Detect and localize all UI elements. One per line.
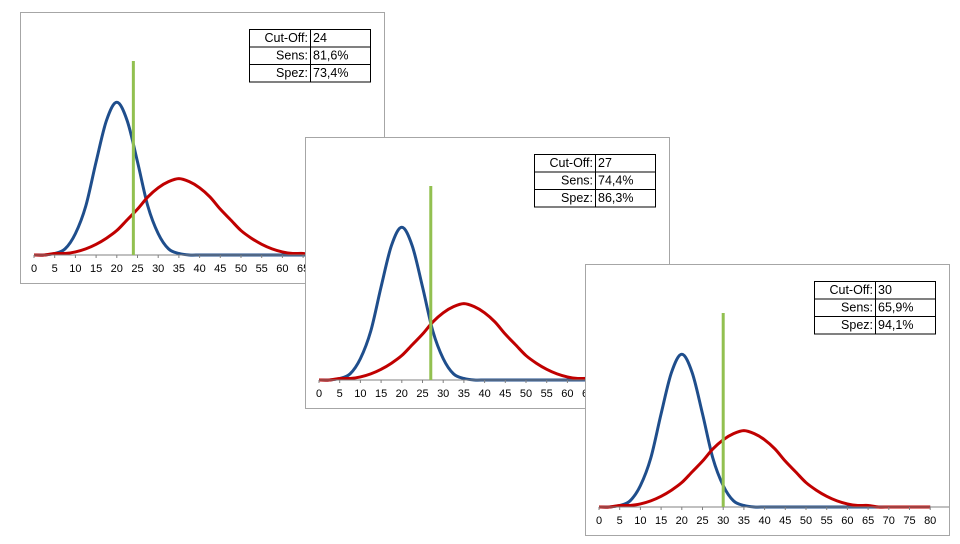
x-tick-label: 0 bbox=[31, 263, 37, 275]
x-tick-label: 25 bbox=[416, 388, 428, 400]
x-tick-label: 35 bbox=[738, 515, 750, 527]
stat-label: Cut-Off: bbox=[829, 283, 873, 297]
stat-label: Sens: bbox=[276, 49, 308, 63]
x-tick-label: 35 bbox=[458, 388, 470, 400]
x-tick-label: 30 bbox=[717, 515, 729, 527]
x-tick-label: 40 bbox=[193, 263, 205, 275]
x-tick-label: 40 bbox=[758, 515, 770, 527]
x-tick-label: 25 bbox=[131, 263, 143, 275]
stat-label: Spez: bbox=[276, 66, 308, 80]
x-tick-label: 0 bbox=[316, 388, 322, 400]
x-tick-label: 70 bbox=[883, 515, 895, 527]
x-tick-label: 5 bbox=[52, 263, 58, 275]
x-tick-label: 20 bbox=[676, 515, 688, 527]
x-tick-label: 0 bbox=[596, 515, 602, 527]
stat-value: 30 bbox=[878, 283, 892, 297]
x-tick-label: 50 bbox=[800, 515, 812, 527]
stat-value: 94,1% bbox=[878, 318, 913, 332]
stat-value: 81,6% bbox=[313, 49, 348, 63]
stat-value: 74,4% bbox=[598, 174, 633, 188]
x-tick-label: 35 bbox=[173, 263, 185, 275]
stat-value: 27 bbox=[598, 156, 612, 170]
stat-value-cell bbox=[595, 189, 656, 208]
stat-label: Spez: bbox=[561, 191, 593, 205]
x-tick-label: 50 bbox=[520, 388, 532, 400]
x-tick-label: 60 bbox=[561, 388, 573, 400]
x-tick-label: 40 bbox=[478, 388, 490, 400]
x-tick-label: 75 bbox=[903, 515, 915, 527]
x-tick-label: 65 bbox=[862, 515, 874, 527]
stat-label: Cut-Off: bbox=[549, 156, 593, 170]
x-tick-label: 45 bbox=[499, 388, 511, 400]
plot-area: 0 5 10 15 20 25 30 35 40 45 50 55 60 65 70 75 80 bbox=[596, 313, 949, 527]
stat-value: 86,3% bbox=[598, 191, 633, 205]
stat-value: 65,9% bbox=[878, 301, 913, 315]
x-tick-label: 45 bbox=[214, 263, 226, 275]
chart-panel: 0 5 10 15 20 25 30 35 40 45 50 55 60 65 70 75 80 Cut-Off:… bbox=[585, 264, 950, 536]
x-tick-label: 5 bbox=[617, 515, 623, 527]
x-tick-label: 60 bbox=[276, 263, 288, 275]
x-tick-label: 55 bbox=[256, 263, 268, 275]
stat-value-cell bbox=[310, 64, 371, 83]
x-tick-label: 30 bbox=[152, 263, 164, 275]
stat-label: Sens: bbox=[561, 174, 593, 188]
x-tick-label: 15 bbox=[655, 515, 667, 527]
x-tick-label: 10 bbox=[354, 388, 366, 400]
stat-value: 73,4% bbox=[313, 66, 348, 80]
x-tick-label: 10 bbox=[69, 263, 81, 275]
x-tick-label: 20 bbox=[396, 388, 408, 400]
x-tick-label: 30 bbox=[437, 388, 449, 400]
x-tick-label: 15 bbox=[375, 388, 387, 400]
stat-value-cell bbox=[875, 316, 936, 335]
x-tick-label: 15 bbox=[90, 263, 102, 275]
stat-label: Spez: bbox=[841, 318, 873, 332]
x-tick-label: 55 bbox=[541, 388, 553, 400]
x-tick-label: 5 bbox=[337, 388, 343, 400]
x-tick-label: 20 bbox=[111, 263, 123, 275]
x-tick-label: 10 bbox=[634, 515, 646, 527]
x-tick-label: 60 bbox=[841, 515, 853, 527]
x-tick-label: 50 bbox=[235, 263, 247, 275]
x-tick-label: 25 bbox=[696, 515, 708, 527]
x-tick-label: 55 bbox=[821, 515, 833, 527]
stat-label: Sens: bbox=[841, 301, 873, 315]
x-tick-label: 45 bbox=[779, 515, 791, 527]
stat-value: 24 bbox=[313, 31, 327, 45]
x-tick-label: 80 bbox=[924, 515, 936, 527]
stat-label: Cut-Off: bbox=[264, 31, 308, 45]
